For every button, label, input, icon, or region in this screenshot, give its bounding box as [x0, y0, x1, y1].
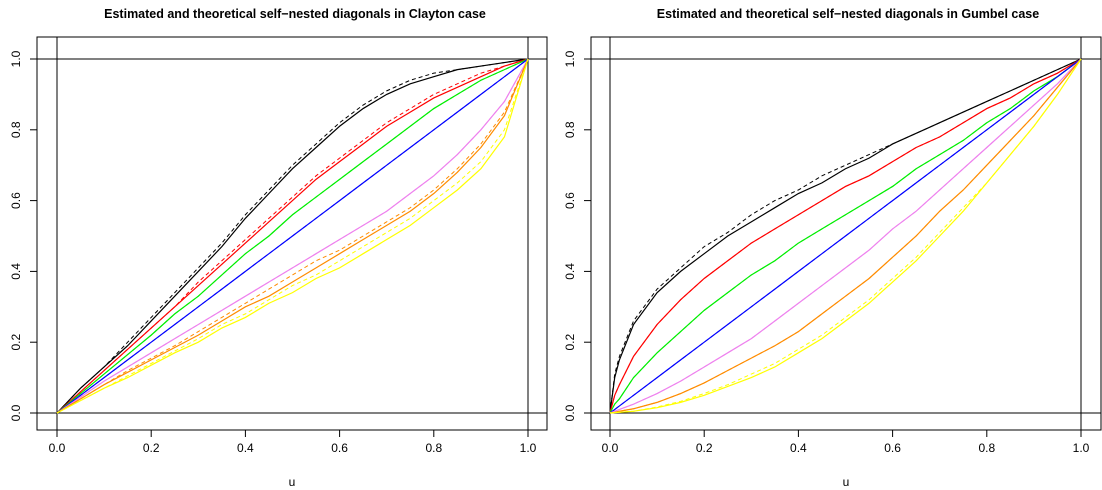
- theoretical-series-5: [609, 58, 1082, 414]
- estimated-series-5: [56, 58, 529, 414]
- estimated-series-6: [56, 58, 529, 414]
- plot-frame: [36, 36, 548, 431]
- x-tick-label: 0.8: [978, 441, 995, 455]
- x-tick-label: 0.4: [237, 441, 254, 455]
- theoretical-series-0: [56, 58, 529, 414]
- theoretical-series-2: [56, 58, 529, 414]
- y-tick-label: 0.0: [563, 404, 577, 421]
- y-tick-label: 0.6: [9, 192, 23, 209]
- x-tick-label: 1.0: [520, 441, 537, 455]
- x-axis-label: u: [289, 475, 296, 489]
- estimated-series-0: [56, 58, 529, 414]
- y-tick-label: 0.2: [9, 334, 23, 351]
- y-tick-label: 0.6: [563, 192, 577, 209]
- theoretical-series-3: [609, 58, 1082, 414]
- theoretical-series-3: [56, 58, 529, 414]
- theoretical-series-4: [56, 58, 529, 414]
- theoretical-series-2: [609, 58, 1082, 414]
- x-axis-label: u: [843, 475, 850, 489]
- x-tick-label: 0.0: [602, 441, 619, 455]
- y-tick-label: 1.0: [9, 50, 23, 67]
- theoretical-series-6: [56, 58, 529, 414]
- x-tick-label: 0.2: [143, 441, 160, 455]
- gumbel-panel: Estimated and theoretical self−nested di…: [563, 7, 1102, 489]
- theoretical-series-1: [609, 58, 1082, 414]
- y-tick-label: 0.2: [563, 334, 577, 351]
- plot-frame: [590, 36, 1102, 431]
- chart-title: Estimated and theoretical self−nested di…: [104, 7, 486, 21]
- y-tick-label: 0.8: [9, 121, 23, 138]
- y-tick-label: 1.0: [563, 50, 577, 67]
- y-tick-label: 0.4: [9, 263, 23, 280]
- x-tick-label: 0.6: [884, 441, 901, 455]
- theoretical-series-4: [609, 58, 1082, 414]
- x-tick-label: 1.0: [1073, 441, 1090, 455]
- theoretical-series-1: [56, 58, 529, 414]
- y-tick-label: 0.8: [563, 121, 577, 138]
- x-tick-label: 0.6: [331, 441, 348, 455]
- x-tick-label: 0.8: [425, 441, 442, 455]
- y-tick-label: 0.4: [563, 263, 577, 280]
- y-tick-label: 0.0: [9, 404, 23, 421]
- chart-title: Estimated and theoretical self−nested di…: [657, 7, 1039, 21]
- theoretical-series-5: [56, 58, 529, 414]
- x-tick-label: 0.2: [696, 441, 713, 455]
- x-tick-label: 0.4: [790, 441, 807, 455]
- x-tick-label: 0.0: [49, 441, 66, 455]
- theoretical-series-0: [609, 58, 1082, 414]
- theoretical-series-6: [609, 58, 1082, 414]
- clayton-panel: Estimated and theoretical self−nested di…: [9, 7, 548, 489]
